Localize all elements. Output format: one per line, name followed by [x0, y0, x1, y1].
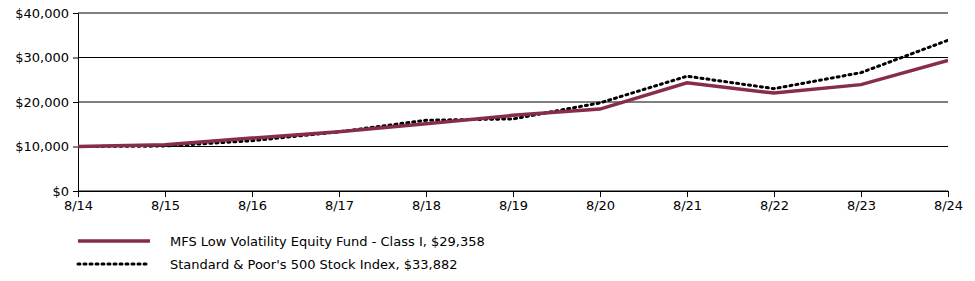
x-tick-label: 8/19 — [499, 198, 528, 213]
legend-swatch — [78, 239, 150, 243]
grid — [78, 13, 948, 191]
x-tick-label: 8/24 — [934, 198, 963, 213]
legend-label: MFS Low Volatility Equity Fund - Class I… — [170, 234, 485, 249]
x-tick: 8/21 — [673, 191, 702, 213]
x-tick-label: 8/21 — [673, 198, 702, 213]
x-tick: 8/17 — [325, 191, 354, 213]
x-tick-mark — [774, 191, 775, 197]
y-axis-line — [73, 14, 79, 192]
x-tick-mark — [687, 191, 688, 197]
x-tick-label: 8/16 — [238, 198, 267, 213]
grid-line — [78, 57, 948, 58]
x-tick: 8/18 — [412, 191, 441, 213]
y-tick: $40,000 — [15, 6, 78, 21]
x-tick: 8/20 — [586, 191, 615, 213]
grid-line — [78, 146, 948, 147]
grid-line — [78, 13, 948, 14]
x-tick-label: 8/20 — [586, 198, 615, 213]
y-tick-label: $0 — [52, 184, 69, 199]
y-tick-mark — [73, 191, 78, 192]
x-tick-mark — [948, 191, 949, 197]
x-tick: 8/15 — [151, 191, 180, 213]
y-tick-label: $40,000 — [15, 6, 69, 21]
plot: $0$10,000$20,000$30,000$40,0008/148/158/… — [15, 6, 963, 214]
y-tick-mark — [73, 102, 78, 103]
x-tick-mark — [426, 191, 427, 197]
y-tick: $20,000 — [15, 95, 78, 110]
x-tick: 8/14 — [64, 191, 93, 213]
legend-label: Standard & Poor's 500 Stock Index, $33,8… — [170, 257, 458, 272]
y-tick-mark — [73, 13, 78, 14]
y-tick-label: $30,000 — [15, 50, 69, 65]
x-tick-mark — [339, 191, 340, 197]
y-tick-label: $10,000 — [15, 139, 69, 154]
y-tick-label: $20,000 — [15, 95, 69, 110]
x-tick-mark — [513, 191, 514, 197]
x-tick-mark — [165, 191, 166, 197]
legend-swatch — [78, 263, 150, 266]
x-tick-label: 8/23 — [847, 198, 876, 213]
y-tick: $10,000 — [15, 139, 78, 154]
x-tick-label: 8/22 — [760, 198, 789, 213]
y-tick-mark — [73, 58, 78, 59]
grid-line — [78, 102, 948, 103]
x-tick: 8/24 — [934, 191, 963, 213]
x-tick-mark — [78, 191, 79, 197]
x-tick-mark — [600, 191, 601, 197]
y-tick: $30,000 — [15, 50, 78, 65]
x-tick: 8/19 — [499, 191, 528, 213]
series-line — [78, 40, 948, 146]
x-axis-line — [79, 192, 949, 198]
x-tick-label: 8/14 — [64, 198, 93, 213]
y-axis: $0 $10,000 $20,000 $30,000 $40,000 — [15, 6, 78, 199]
x-tick-mark — [861, 191, 862, 197]
x-tick-label: 8/18 — [412, 198, 441, 213]
x-tick-mark — [252, 191, 253, 197]
chart: $0$10,000$20,000$30,000$40,0008/148/158/… — [0, 0, 975, 281]
x-axis: 8/14 8/15 8/16 8/17 8/18 8/19 8/20 8/21 8/22 8/23… — [64, 191, 963, 213]
series-line — [78, 60, 948, 146]
x-tick-label: 8/17 — [325, 198, 354, 213]
x-tick: 8/23 — [847, 191, 876, 213]
x-tick: 8/22 — [760, 191, 789, 213]
x-tick-label: 8/15 — [151, 198, 180, 213]
y-tick-mark — [73, 147, 78, 148]
legend: MFS Low Volatility Equity Fund - Class I… — [78, 234, 485, 272]
y-tick: $0 — [52, 184, 78, 199]
lines — [78, 40, 948, 146]
x-tick: 8/16 — [238, 191, 267, 213]
